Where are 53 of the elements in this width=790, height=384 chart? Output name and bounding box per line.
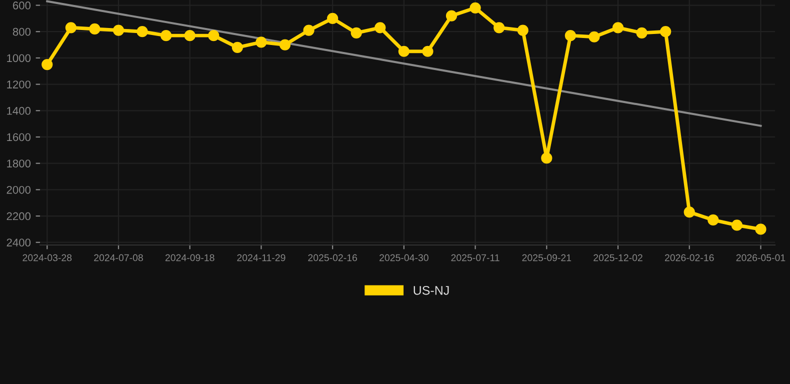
point (184, 30, 196, 42)
x-tick-label: 2024-11-29 (237, 254, 286, 262)
point (398, 46, 410, 57)
x-tick-label: 2024-07-08 (94, 254, 143, 262)
y-tick-label: 2400 (6, 238, 31, 246)
point (564, 30, 576, 42)
point (256, 36, 267, 48)
y-tick-label: 1800 (7, 160, 31, 168)
y-tick-label: 1200 (7, 80, 31, 88)
y-tick-label: 1400 (7, 106, 31, 115)
point (279, 39, 291, 50)
x-tick-label: 2025-12-02 (594, 254, 642, 262)
point (112, 24, 124, 36)
point (660, 26, 672, 38)
x-tick-label: 2026-05-01 (736, 254, 786, 262)
y-tick-label: 800 (12, 28, 31, 36)
point (517, 24, 528, 36)
x-tick-label: 2025-02-16 (308, 254, 358, 262)
point (374, 22, 386, 34)
point (541, 152, 552, 164)
point (470, 2, 481, 14)
point (160, 30, 172, 42)
y-tick-label: 1600 (7, 133, 31, 142)
x-tick-label: 2024-03-28 (22, 254, 72, 262)
point (136, 26, 148, 38)
y-tick-label: 600 (13, 2, 31, 10)
point (42, 58, 53, 70)
x-tick-label: 2025-09-21 (522, 254, 572, 262)
x-tick-label: 2025-04-30 (380, 254, 428, 262)
point (755, 224, 766, 235)
x-tick-label: 2026-02-16 (664, 254, 714, 262)
point (65, 22, 76, 34)
point (494, 22, 505, 34)
point (89, 23, 100, 35)
y-tick-label: 1000 (7, 54, 31, 62)
point (708, 214, 719, 226)
point (303, 24, 314, 36)
point (350, 27, 362, 38)
point (208, 30, 220, 42)
point (422, 46, 434, 57)
point (327, 12, 338, 24)
point (731, 220, 742, 231)
y-tick-label: 2200 (6, 212, 31, 220)
point (636, 27, 648, 38)
x-tick-label: 2025-07-11 (451, 254, 500, 262)
point (684, 206, 695, 218)
point (232, 42, 243, 53)
point (612, 22, 624, 34)
point (446, 10, 458, 22)
point (588, 31, 600, 42)
y-tick-label: 2000 (6, 186, 31, 194)
legend-label: US-NJ (414, 286, 449, 295)
x-tick-label: 2024-09-18 (165, 254, 214, 262)
